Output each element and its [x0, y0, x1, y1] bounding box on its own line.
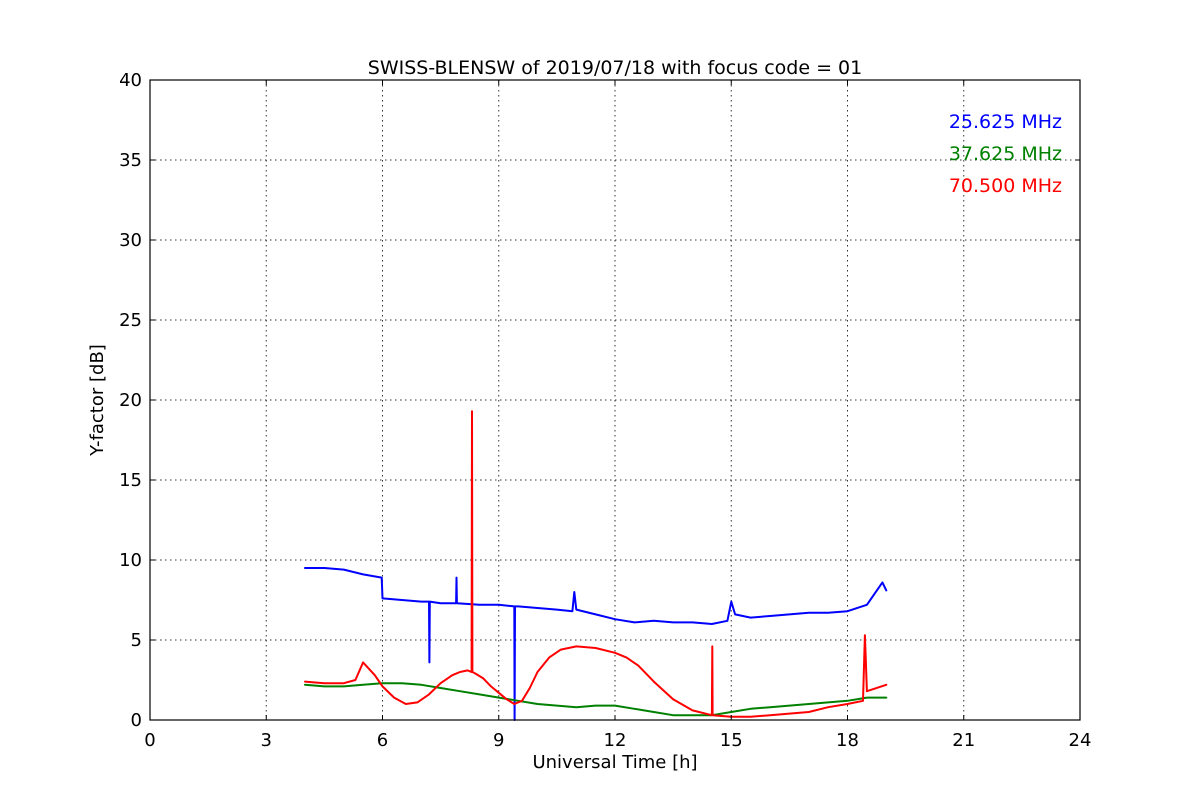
y-tick-label: 20	[119, 390, 142, 411]
y-tick-label: 5	[131, 630, 142, 651]
x-tick-label: 15	[720, 730, 743, 751]
y-tick-label: 30	[119, 230, 142, 251]
series-line-2	[304, 682, 888, 717]
legend: 25.625 MHz 37.625 MHz 70.500 MHz	[949, 111, 1062, 197]
y-tick-label: 25	[119, 310, 142, 331]
series-line-3	[304, 410, 888, 718]
legend-entry: 70.500 MHz	[949, 175, 1062, 197]
chart-title: SWISS-BLENSW of 2019/07/18 with focus co…	[368, 57, 862, 79]
y-tick-label: 10	[119, 550, 142, 571]
y-tick-label: 35	[119, 150, 142, 171]
x-tick-label: 12	[604, 730, 627, 751]
legend-entry: 25.625 MHz	[949, 111, 1062, 133]
y-tick-label: 15	[119, 470, 142, 491]
grid	[150, 80, 1080, 720]
axes-ticks: 0 3 6 9 12 15 18 21 24 0 5 10 15 20 25 30 35 40	[119, 70, 1091, 751]
x-tick-label: 21	[952, 730, 975, 751]
x-tick-label: 3	[261, 730, 272, 751]
x-tick-label: 6	[377, 730, 388, 751]
y-axis-label: Y-factor [dB]	[87, 344, 108, 457]
series-line-1	[304, 567, 888, 721]
x-tick-label: 0	[144, 730, 155, 751]
plot-series	[304, 410, 888, 721]
legend-entry: 37.625 MHz	[949, 143, 1062, 165]
x-tick-label: 9	[493, 730, 504, 751]
y-tick-label: 40	[119, 70, 142, 91]
x-tick-label: 18	[836, 730, 859, 751]
x-axis-label: Universal Time [h]	[532, 752, 697, 773]
y-tick-label: 0	[131, 710, 142, 731]
x-tick-label: 24	[1069, 730, 1092, 751]
